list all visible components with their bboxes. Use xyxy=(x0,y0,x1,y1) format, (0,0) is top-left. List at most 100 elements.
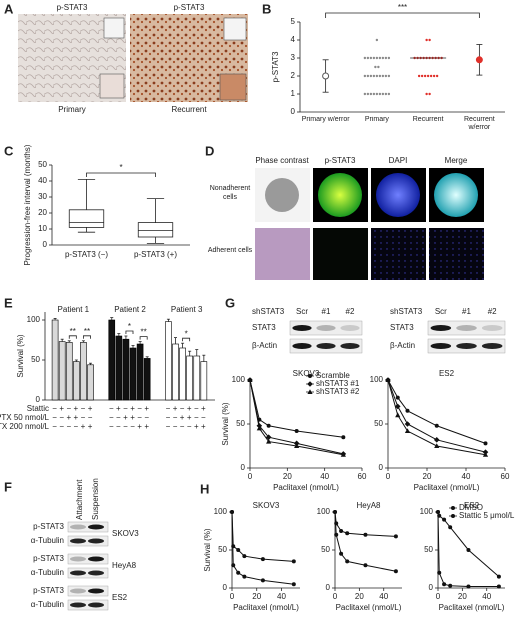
dot xyxy=(372,92,376,96)
blot-band xyxy=(481,343,503,349)
blot-band xyxy=(456,343,477,349)
sign: − xyxy=(130,422,135,431)
dot xyxy=(420,74,424,78)
band-label: β-Actin xyxy=(252,341,277,350)
x-tick-label: 20 xyxy=(355,592,364,601)
blot-band xyxy=(316,343,336,349)
panel-letter: D xyxy=(205,143,214,158)
marker xyxy=(404,428,411,434)
marker xyxy=(363,563,368,568)
blot-label: shSTAT3 xyxy=(390,307,423,316)
dot xyxy=(363,56,367,60)
lane-label: Attachment xyxy=(75,479,84,520)
dot xyxy=(381,56,385,60)
bar xyxy=(58,341,66,401)
sign: + xyxy=(194,422,199,431)
sign: − xyxy=(66,404,71,413)
legend-label: DMSO xyxy=(459,503,483,512)
sign: + xyxy=(59,404,64,413)
marker xyxy=(394,403,401,410)
dot xyxy=(369,92,373,96)
sign: − xyxy=(74,422,79,431)
y-tick-label: 100 xyxy=(370,375,384,384)
marker xyxy=(393,534,398,539)
significance-bracket xyxy=(325,12,480,18)
y-tick-label: 100 xyxy=(214,507,228,516)
y-tick-label: 1 xyxy=(291,89,296,98)
significance-label: * xyxy=(119,163,122,172)
y-tick-label: 3 xyxy=(291,53,296,62)
y-tick-label: 5 xyxy=(291,17,296,26)
series-line xyxy=(437,511,499,587)
blot-frame xyxy=(289,320,363,336)
cell-line-label: SKOV3 xyxy=(112,529,139,538)
sign: − xyxy=(144,413,149,422)
x-tick-label: p-STAT3 (−) xyxy=(65,250,108,259)
significance-bracket xyxy=(83,335,91,339)
cell-line-label: ES2 xyxy=(112,593,128,602)
y-tick-label: 10 xyxy=(38,224,47,233)
x-tick-label: Primary w/error xyxy=(301,116,350,123)
marker xyxy=(266,438,272,444)
dot xyxy=(363,92,367,96)
marker xyxy=(442,517,447,522)
blot-band xyxy=(88,556,104,562)
sign: − xyxy=(123,422,128,431)
y-tick-label: 0 xyxy=(291,107,296,116)
sign: − xyxy=(180,422,185,431)
x-tick-label: Recurrent w/error xyxy=(464,116,495,131)
y-tick-label: 100 xyxy=(232,375,246,384)
sign: − xyxy=(88,413,93,422)
blot-band xyxy=(292,325,312,331)
marker xyxy=(363,532,368,537)
x-tick-label: 40 xyxy=(482,592,491,601)
x-tick-label: 20 xyxy=(423,472,432,481)
marker xyxy=(404,421,411,427)
group-label: Patient 3 xyxy=(171,305,203,314)
sign: + xyxy=(74,404,79,413)
band-label: α-Tubulin xyxy=(31,568,64,577)
sign: + xyxy=(123,413,128,422)
bar xyxy=(65,342,73,401)
chart-subtitle: SKOV3 xyxy=(253,501,280,510)
x-tick-label: 0 xyxy=(333,592,338,601)
y-axis-label: Survival (%) xyxy=(221,402,230,445)
sign: + xyxy=(66,413,71,422)
sign: − xyxy=(66,422,71,431)
y-tick-label: 50 xyxy=(218,545,227,554)
box xyxy=(137,222,174,238)
marker xyxy=(395,412,401,418)
sign: − xyxy=(137,413,142,422)
marker xyxy=(236,570,241,575)
blot-band xyxy=(292,343,312,349)
y-tick-label: 0 xyxy=(326,583,331,592)
microscopy-grid xyxy=(255,168,484,280)
marker xyxy=(236,548,241,552)
y-tick-label: 0 xyxy=(43,240,48,249)
marker xyxy=(260,578,265,583)
row-label: PTX 50 nmol/L xyxy=(0,413,50,422)
marker xyxy=(451,514,455,518)
blot-band xyxy=(456,325,477,331)
sign: + xyxy=(144,422,149,431)
group-label: Patient 2 xyxy=(114,305,146,314)
lane-label: #1 xyxy=(462,307,471,316)
y-tick-label: 20 xyxy=(38,208,47,217)
marker xyxy=(341,435,346,440)
sign: + xyxy=(201,404,206,413)
marker xyxy=(266,423,271,428)
sign: + xyxy=(74,413,79,422)
chart-subtitle: HeyA8 xyxy=(356,501,381,510)
marker xyxy=(345,559,350,564)
marker xyxy=(448,583,453,588)
x-axis-label: Paclitaxel (nmol/L) xyxy=(414,483,480,492)
marker xyxy=(496,584,501,589)
sign: + xyxy=(201,422,206,431)
band-label: p-STAT3 xyxy=(33,554,64,563)
significance-bracket xyxy=(86,172,156,177)
box xyxy=(68,209,105,228)
y-tick-label: 50 xyxy=(236,419,245,428)
y-tick-label: 0 xyxy=(223,583,228,592)
y-tick-label: 30 xyxy=(38,192,47,201)
